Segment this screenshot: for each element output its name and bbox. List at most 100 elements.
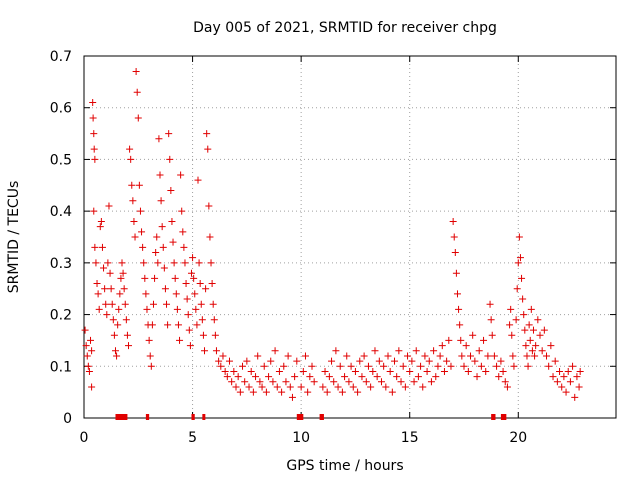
data-point <box>280 362 288 370</box>
data-point <box>201 347 209 355</box>
data-point <box>85 367 93 375</box>
data-point <box>412 347 420 355</box>
data-point <box>211 331 219 339</box>
data-point <box>146 352 154 360</box>
data-point <box>549 373 557 381</box>
data-point <box>105 202 113 210</box>
data-point <box>142 290 150 298</box>
data-point <box>172 290 180 298</box>
data-point <box>286 383 294 391</box>
data-point <box>179 228 187 236</box>
data-point <box>529 326 537 334</box>
data-point <box>90 207 98 215</box>
data-point <box>157 197 165 205</box>
data-point <box>569 362 577 370</box>
data-point <box>532 342 540 350</box>
data-point <box>460 362 468 370</box>
data-point <box>486 300 494 308</box>
data-point <box>501 378 509 386</box>
gap-marker <box>491 414 496 420</box>
data-point <box>338 388 346 396</box>
data-point <box>301 352 309 360</box>
data-point <box>432 373 440 381</box>
data-point <box>480 336 488 344</box>
data-point <box>249 388 257 396</box>
data-point <box>102 300 110 308</box>
data-point <box>328 357 336 365</box>
data-point <box>133 88 141 96</box>
data-point <box>509 352 517 360</box>
data-point <box>482 367 490 375</box>
data-point <box>204 145 212 153</box>
data-point <box>189 254 197 262</box>
data-point <box>275 367 283 375</box>
data-point <box>362 378 370 386</box>
data-point <box>566 378 574 386</box>
data-point <box>165 130 173 138</box>
data-point <box>196 280 204 288</box>
data-point <box>256 378 264 386</box>
data-point <box>125 342 133 350</box>
gap-marker <box>319 414 324 420</box>
data-point <box>187 269 195 277</box>
data-point <box>382 383 390 391</box>
data-point <box>288 393 296 401</box>
data-point <box>130 217 138 225</box>
data-point <box>192 305 200 313</box>
data-point <box>98 243 106 251</box>
data-point <box>164 321 172 329</box>
data-point <box>349 383 357 391</box>
data-point <box>399 362 407 370</box>
data-point <box>507 305 515 313</box>
data-point <box>438 342 446 350</box>
data-point <box>471 357 479 365</box>
data-point <box>168 217 176 225</box>
data-point <box>206 233 214 241</box>
data-point <box>194 176 202 184</box>
data-point <box>143 305 151 313</box>
data-point <box>225 357 233 365</box>
data-point <box>131 233 139 241</box>
data-point <box>467 352 475 360</box>
data-point <box>148 321 156 329</box>
data-point <box>219 352 227 360</box>
data-point <box>145 336 153 344</box>
data-point <box>447 362 455 370</box>
data-point <box>562 388 570 396</box>
data-point <box>97 217 105 225</box>
data-point <box>126 145 134 153</box>
data-point <box>176 336 184 344</box>
data-point <box>134 114 142 122</box>
data-point <box>217 362 225 370</box>
data-point <box>455 305 463 313</box>
y-tick-label: 0.4 <box>50 204 72 220</box>
data-point <box>163 300 171 308</box>
data-point <box>425 357 433 365</box>
data-point <box>518 274 526 282</box>
data-point <box>185 326 193 334</box>
data-point <box>560 373 568 381</box>
data-point <box>103 311 111 319</box>
data-point <box>132 68 140 76</box>
data-point <box>449 217 457 225</box>
data-point <box>139 243 147 251</box>
data-point <box>408 357 416 365</box>
data-point <box>558 383 566 391</box>
data-point <box>473 373 481 381</box>
data-point <box>469 331 477 339</box>
data-point <box>306 373 314 381</box>
data-point <box>508 331 516 339</box>
data-point <box>540 326 548 334</box>
data-point <box>323 388 331 396</box>
gap-marker <box>296 414 304 420</box>
data-point <box>321 367 329 375</box>
data-point <box>152 249 160 257</box>
data-point <box>92 259 100 267</box>
data-point <box>551 357 559 365</box>
data-point <box>82 342 90 350</box>
data-point <box>443 357 451 365</box>
data-point <box>221 367 229 375</box>
data-point <box>410 378 418 386</box>
data-point <box>526 336 534 344</box>
data-point <box>207 259 215 267</box>
